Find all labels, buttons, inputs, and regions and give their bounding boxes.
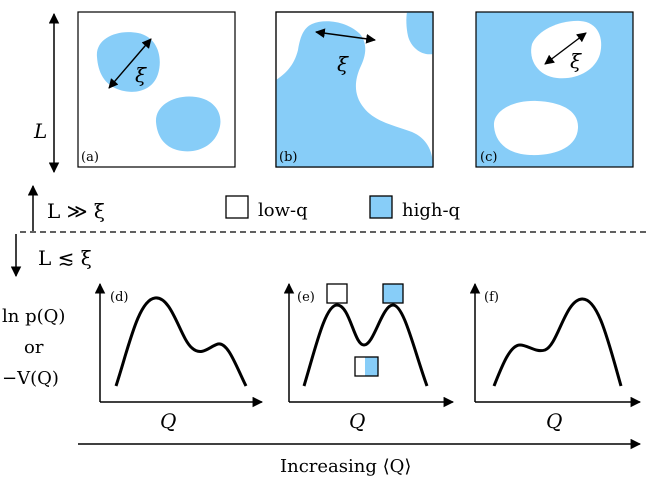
l-label: L	[33, 119, 47, 143]
legend-low-swatch	[225, 195, 249, 219]
xi-label: ξ	[337, 52, 349, 76]
legend-high-label: high-q	[402, 200, 460, 221]
free-energy-curve	[114, 296, 248, 387]
panel-tag: (d)	[110, 290, 128, 305]
panel-a: ξ (a)	[77, 11, 236, 168]
increasing-q-label: Increasing ⟨Q⟩	[280, 456, 411, 477]
regime-lower-label: L ≲ ξ	[38, 246, 92, 270]
panel-tag: (a)	[81, 150, 99, 165]
xi-label: ξ	[135, 63, 147, 87]
x-axis-label: Q	[546, 409, 562, 433]
xi-label: ξ	[570, 49, 582, 73]
free-energy-curve	[492, 297, 623, 387]
low-q-state-icon	[326, 283, 348, 304]
legend-low-label: low-q	[258, 200, 308, 221]
panel-tag: (f)	[484, 290, 499, 305]
mixed-state-icon	[355, 357, 365, 376]
y-label-line2: or	[24, 337, 44, 358]
xi-arrow	[315, 28, 376, 44]
panel-tag: (e)	[297, 290, 315, 305]
legend: low-q high-q	[225, 195, 460, 221]
high-q-domain	[155, 96, 221, 152]
high-q-domain	[406, 12, 433, 55]
panel-tag: (c)	[480, 150, 497, 165]
xi-arrow	[544, 32, 587, 65]
panel-c: ξ (c)	[475, 11, 634, 168]
free-energy-curve	[302, 303, 429, 387]
high-q-state-icon	[382, 283, 404, 304]
y-label-line1: ln p(Q)	[2, 306, 65, 327]
panel-d: (d) Q	[94, 282, 264, 433]
panel-b: ξ (b)	[275, 11, 434, 168]
xi-arrow	[108, 38, 152, 89]
low-q-domain	[493, 100, 579, 156]
y-label-line3: −V(Q)	[2, 368, 59, 389]
panel-tag: (b)	[279, 150, 297, 165]
x-axis-label: Q	[160, 409, 176, 433]
legend-high-swatch	[369, 195, 393, 219]
high-q-domain	[276, 21, 433, 167]
panel-f: (f) Q	[469, 282, 642, 433]
regime-upper-label: L ≫ ξ	[47, 199, 105, 223]
x-axis-label: Q	[349, 409, 365, 433]
panel-e: (e) Q	[283, 282, 455, 433]
